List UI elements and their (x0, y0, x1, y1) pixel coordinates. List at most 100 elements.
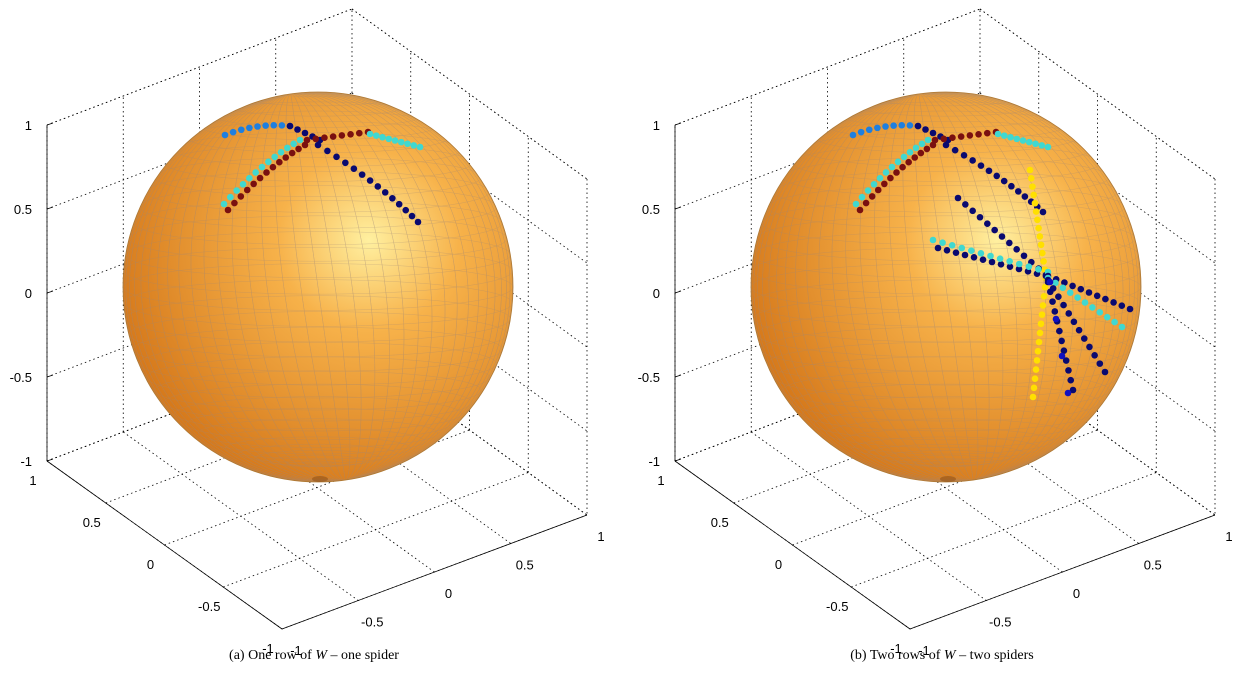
trajectory-dot (1065, 310, 1073, 317)
trajectory-dot (969, 157, 976, 164)
trajectory-dot (1034, 216, 1041, 224)
trajectory-dot (985, 167, 993, 175)
trajectory-dot (1025, 138, 1033, 146)
trajectory-dot (224, 206, 232, 214)
trajectory-dot (1061, 279, 1068, 286)
trajectory-dot (905, 158, 912, 166)
trajectory-dot (1103, 313, 1111, 321)
trajectory-dot (237, 193, 245, 200)
trajectory-dot (379, 133, 386, 141)
trajectory-dot (314, 141, 322, 149)
z-tick-label: -0.5 (638, 370, 660, 385)
trajectory-dot (887, 174, 894, 182)
trajectory-dot (1025, 263, 1033, 270)
trajectory-dot (1037, 320, 1045, 328)
trajectory-dot (221, 131, 229, 139)
trajectory-dot (1030, 191, 1037, 199)
z-tick-mark (46, 206, 54, 210)
trajectory-dot (416, 143, 424, 151)
latitude-line (254, 450, 382, 466)
panel-b: 1 0.5 0 -0.5 -1 1 0.5 0 -0.5 -1 -1 -0.5 0 0.5 1 (b) Tw… (628, 0, 1256, 677)
trajectory-dot (882, 123, 889, 130)
grid-line-floor (827, 402, 1063, 573)
trajectory-dot (397, 138, 405, 146)
trajectory-dot (942, 141, 950, 149)
trajectory-dot (898, 121, 906, 129)
trajectory-dot (1029, 393, 1037, 401)
trajectory-dot (385, 135, 393, 143)
trajectory-dot (1007, 133, 1014, 141)
latitude-line (174, 396, 462, 432)
trajectory-dot (1126, 305, 1134, 313)
trajectory-dot (1059, 284, 1067, 292)
trajectory-dot (294, 126, 301, 133)
trajectory-dot (1014, 188, 1022, 195)
trajectory-dot (1036, 329, 1044, 337)
trajectory-dot (1062, 357, 1070, 364)
y-tick-label: -0.5 (361, 615, 383, 630)
trajectory-dot (993, 172, 1001, 180)
trajectory-dot (1032, 208, 1040, 215)
y-tick-label: 1 (1225, 529, 1232, 544)
y-tick-label: 0.5 (1144, 558, 1162, 573)
trajectory-dot (899, 163, 906, 171)
trajectory-dot (1089, 304, 1096, 311)
trajectory-dot (1036, 233, 1044, 240)
caption-a-var: W (315, 648, 328, 663)
trajectory-dot (1041, 283, 1049, 291)
trajectory-dot (1039, 208, 1047, 216)
latitude-line (285, 458, 351, 467)
axis-left (46, 460, 283, 630)
trajectory-dot (233, 187, 240, 194)
trajectory-dot (893, 169, 900, 176)
trajectory-dot (912, 144, 920, 152)
trajectory-dot (1096, 309, 1104, 316)
box-edge (46, 8, 353, 126)
trajectory-dot (969, 207, 976, 215)
trajectory-dot (966, 132, 974, 139)
trajectory-dot (1069, 282, 1076, 290)
plot-group: 1 0.5 0 -0.5 -1 1 0.5 0 -0.5 -1 -1 -0.5 0 0.5 1 (10, 8, 605, 658)
trajectory-dot (1055, 293, 1062, 301)
trajectory-dot (1006, 263, 1014, 270)
x-tick-label: 0 (147, 557, 154, 572)
latitude-line (882, 450, 1010, 466)
z-tick-mark (46, 458, 54, 462)
latitude-line (826, 418, 1066, 448)
trajectory-dot (276, 158, 283, 166)
trajectory-dot (890, 122, 897, 129)
z-tick-label: 0.5 (14, 202, 32, 217)
trajectory-dot (1118, 323, 1126, 331)
latitude-line (254, 92, 382, 97)
trajectory-dot (874, 124, 881, 132)
x-tick-label: 0.5 (83, 515, 101, 530)
axis-left (674, 460, 911, 630)
y-tick-label: -0.5 (989, 615, 1011, 630)
z-tick-mark (674, 122, 682, 126)
trajectory-dot (1019, 137, 1027, 144)
grid-line-floor (851, 472, 1157, 588)
trajectory-dot (1052, 279, 1059, 287)
trajectory-dot (1049, 298, 1056, 305)
x-tick-label: 1 (29, 473, 36, 488)
trajectory-dot (246, 174, 253, 182)
trajectory-dot (366, 130, 374, 138)
latitude-line (225, 436, 411, 460)
y-tick-label: 1 (597, 529, 604, 544)
trajectory-dot (954, 194, 962, 202)
trajectory-dot (381, 189, 389, 196)
caption-a-suffix: – one spider (330, 648, 399, 663)
x-tick-label: 1 (657, 473, 664, 488)
trajectory-dot (1029, 183, 1036, 190)
trajectory-dot (929, 141, 937, 149)
trajectory-dot (1051, 308, 1059, 315)
trajectory-dot (1110, 299, 1117, 306)
trajectory-dot (410, 142, 418, 149)
trajectory-dot (924, 136, 932, 144)
trajectory-dot (960, 152, 968, 159)
latitude-line (898, 77, 994, 88)
trajectory-dot (296, 136, 304, 144)
caption-a: (a) One row of W – one spider (0, 648, 628, 664)
trajectory-dot (229, 128, 237, 136)
trajectory-dot (917, 149, 925, 157)
